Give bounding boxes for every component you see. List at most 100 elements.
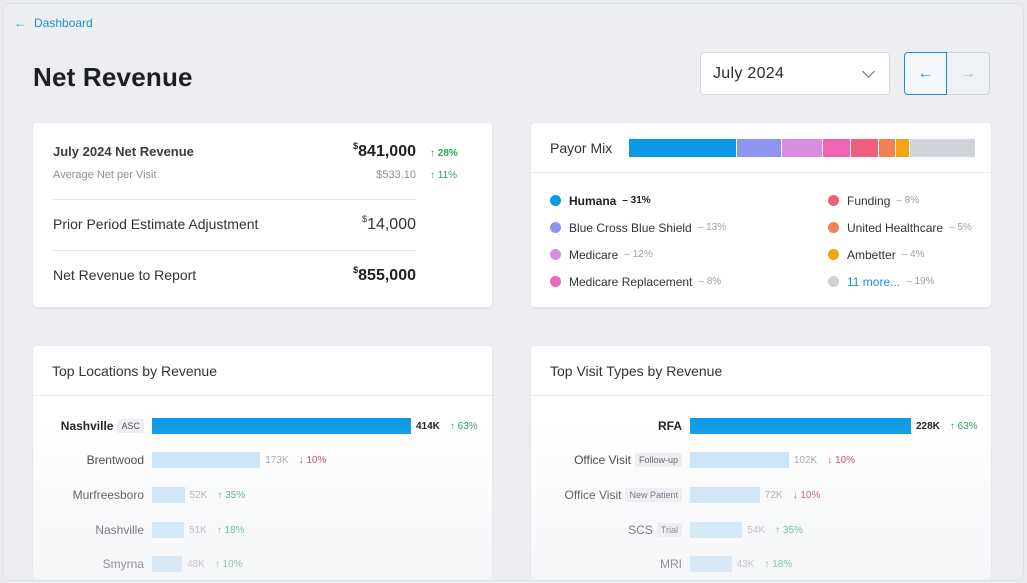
top-visit-types-card: Top Visit Types by Revenue RFA 228K ↑ 63% O… xyxy=(531,346,991,580)
bar-label: Brentwood xyxy=(33,453,144,467)
bar-label-name: RFA xyxy=(658,419,682,433)
legend-percent: – 12% xyxy=(624,249,653,260)
payor-mix-segment[interactable] xyxy=(629,138,737,157)
bar-change: ↑ 63% xyxy=(449,420,478,432)
bar-row[interactable]: SCS Trial 54K ↑ 35% xyxy=(531,520,803,540)
legend-item[interactable]: United Healthcare – 5% xyxy=(828,214,972,241)
avg-net-amount: $533.10 xyxy=(376,169,416,181)
bar-change: ↑ 35% xyxy=(217,489,246,501)
legend-item[interactable]: 11 more... – 19% xyxy=(828,268,972,295)
bar-label: Smyrna xyxy=(33,557,144,571)
report-value: 855,000 xyxy=(358,267,416,284)
bar-row[interactable]: Nashville ASC 414K ↑ 63% xyxy=(33,416,478,436)
bar-label-tag: Follow-up xyxy=(634,453,682,467)
legend-name: Medicare xyxy=(569,247,619,262)
payor-mix-card: Payor Mix Humana – 31% Blue Cross Blue Shi… xyxy=(531,123,991,307)
legend-item[interactable]: Medicare Replacement – 8% xyxy=(550,268,726,295)
arrow-left-icon: ← xyxy=(14,16,26,30)
bar-change: ↑ 35% xyxy=(775,524,803,536)
legend-percent: – 19% xyxy=(906,276,935,287)
more-payors-link[interactable]: 11 more... xyxy=(847,274,901,289)
legend-dot-icon xyxy=(550,276,561,287)
payor-mix-segment[interactable] xyxy=(878,138,897,157)
legend-dot-icon xyxy=(828,249,839,260)
legend-percent: – 31% xyxy=(622,195,651,206)
bar-value: 43K xyxy=(736,558,755,570)
bar-label-name: Office Visit xyxy=(564,488,622,502)
payor-mix-segment[interactable] xyxy=(736,138,782,157)
net-revenue-amount: $841,000 xyxy=(296,141,416,161)
period-pager: ← → xyxy=(904,52,990,95)
revenue-summary-card: July 2024 Net Revenue $841,000 ↑ 28% Ave… xyxy=(33,123,492,307)
adjustment-row: Prior Period Estimate Adjustment $14,000 xyxy=(53,214,416,251)
bar-row[interactable]: Brentwood 173K ↓ 10% xyxy=(33,450,326,470)
avg-net-change: ↑ 11% xyxy=(430,170,458,181)
bar-label-name: Office Visit xyxy=(574,453,631,467)
bar-row[interactable]: Smyrna 48K ↑ 10% xyxy=(33,554,243,574)
bar-row[interactable]: Office Visit Follow-up 102K ↓ 10% xyxy=(531,450,855,470)
bar-mark xyxy=(690,487,760,503)
bar-row[interactable]: Murfreesboro 52K ↑ 35% xyxy=(33,485,245,505)
bar-label: RFA xyxy=(531,419,682,433)
net-revenue-row: July 2024 Net Revenue $841,000 ↑ 28% xyxy=(53,141,472,161)
top-visit-types-title: Top Visit Types by Revenue xyxy=(531,346,991,396)
legend-percent: – 8% xyxy=(896,195,920,206)
adjustment-label: Prior Period Estimate Adjustment xyxy=(53,216,259,232)
bar-label-tag: New Patient xyxy=(625,488,682,502)
bar-mark xyxy=(690,452,789,468)
bar-mark xyxy=(152,487,185,503)
bar-label-name: Nashville xyxy=(60,419,114,433)
legend-name: Ambetter xyxy=(847,247,896,262)
legend-name: Medicare Replacement xyxy=(569,274,693,289)
bar-value: 72K xyxy=(764,489,783,501)
legend-dot-icon xyxy=(828,276,839,287)
bar-label-name: SCS xyxy=(628,523,653,537)
arrow-left-icon: ← xyxy=(917,64,934,82)
payor-mix-segment[interactable] xyxy=(823,138,852,157)
bar-mark xyxy=(152,522,184,538)
bar-change: ↑ 18% xyxy=(216,524,245,536)
next-period-button[interactable]: → xyxy=(947,52,990,95)
payor-mix-segment[interactable] xyxy=(781,138,824,157)
payor-mix-segment[interactable] xyxy=(896,138,911,157)
bar-change: ↑ 63% xyxy=(949,420,978,432)
month-select-value: July 2024 xyxy=(713,64,785,82)
legend-name: United Healthcare xyxy=(847,220,944,235)
bar-mark xyxy=(690,556,732,572)
bar-mark xyxy=(152,418,411,434)
legend-dot-icon xyxy=(828,222,839,233)
back-link[interactable]: ← Dashboard xyxy=(14,16,93,30)
legend-dot-icon xyxy=(550,249,561,260)
bar-row[interactable]: RFA 228K ↑ 63% xyxy=(531,416,978,436)
month-select[interactable]: July 2024 xyxy=(700,52,890,95)
bar-label-name: MRI xyxy=(660,557,682,571)
payor-mix-legend: Humana – 31% Blue Cross Blue Shield – 13% Me… xyxy=(531,173,991,289)
app-window: ← Dashboard Net Revenue July 2024 ← → Ju… xyxy=(4,4,1023,580)
bar-row[interactable]: MRI 43K ↑ 18% xyxy=(531,554,792,574)
legend-dot-icon xyxy=(828,195,839,206)
legend-item[interactable]: Blue Cross Blue Shield – 13% xyxy=(550,214,726,241)
bar-row[interactable]: Office Visit New Patient 72K ↓ 10% xyxy=(531,485,820,505)
payor-mix-segment[interactable] xyxy=(910,138,976,157)
legend-item[interactable]: Ambetter – 4% xyxy=(828,241,972,268)
adjustment-value: 14,000 xyxy=(367,216,416,233)
legend-percent: – 8% xyxy=(698,276,722,287)
bar-value: 48K xyxy=(187,558,205,570)
bar-label-name: Murfreesboro xyxy=(72,488,144,502)
bar-label: MRI xyxy=(531,557,682,571)
legend-item[interactable]: Humana – 31% xyxy=(550,187,726,214)
legend-item[interactable]: Funding – 8% xyxy=(828,187,972,214)
bar-change: ↓ 10% xyxy=(298,454,327,466)
bar-mark xyxy=(152,452,261,468)
bar-label-name: Nashville xyxy=(95,523,144,537)
net-revenue-label: July 2024 Net Revenue xyxy=(53,144,194,159)
bar-label: Office Visit New Patient xyxy=(531,488,682,502)
bar-label-tag: Trial xyxy=(656,523,682,537)
bar-label: Nashville xyxy=(33,523,144,537)
previous-period-button[interactable]: ← xyxy=(904,52,947,95)
legend-item[interactable]: Medicare – 12% xyxy=(550,241,726,268)
legend-percent: – 4% xyxy=(901,249,925,260)
payor-mix-segment[interactable] xyxy=(851,138,879,157)
bar-value: 54K xyxy=(747,524,766,536)
bar-row[interactable]: Nashville 51K ↑ 18% xyxy=(33,520,244,540)
